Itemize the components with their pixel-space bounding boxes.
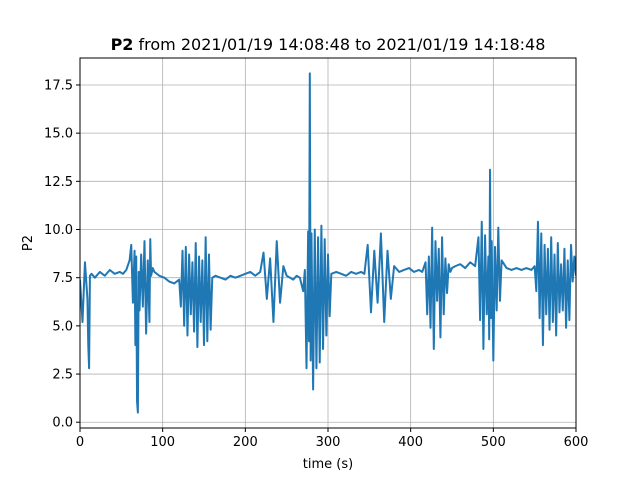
x-tick-label: 300 xyxy=(316,435,341,450)
y-axis-label: P2 xyxy=(21,235,36,251)
y-tick-label: 0.0 xyxy=(52,416,73,431)
y-tick-label: 17.5 xyxy=(44,78,73,93)
y-tick-label: 15.0 xyxy=(44,127,73,142)
x-tick-label: 100 xyxy=(150,435,175,450)
chart-title-rest: from 2021/01/19 14:08:48 to 2021/01/19 1… xyxy=(133,35,545,54)
x-tick-label: 600 xyxy=(564,435,589,450)
x-tick-label: 200 xyxy=(233,435,258,450)
y-tick-label: 5.0 xyxy=(52,319,73,334)
y-tick-label: 12.5 xyxy=(44,175,73,190)
y-tick-label: 10.0 xyxy=(44,223,73,238)
x-tick-label: 0 xyxy=(76,435,84,450)
chart-title-bold: P2 xyxy=(111,35,134,54)
y-tick-label: 2.5 xyxy=(52,368,73,383)
plot-area xyxy=(80,72,576,414)
x-tick-label: 500 xyxy=(481,435,506,450)
y-axis: 0.0 2.5 5.0 7.5 10.0 12.5 15.0 17.5 xyxy=(44,78,80,431)
x-axis: 0 100 200 300 400 500 600 xyxy=(76,428,589,450)
series-line xyxy=(80,72,576,414)
x-tick-label: 400 xyxy=(398,435,423,450)
chart-title: P2 from 2021/01/19 14:08:48 to 2021/01/1… xyxy=(111,35,546,54)
x-axis-label: time (s) xyxy=(303,457,353,472)
grid-lines xyxy=(79,58,577,428)
y-tick-label: 7.5 xyxy=(52,271,73,286)
